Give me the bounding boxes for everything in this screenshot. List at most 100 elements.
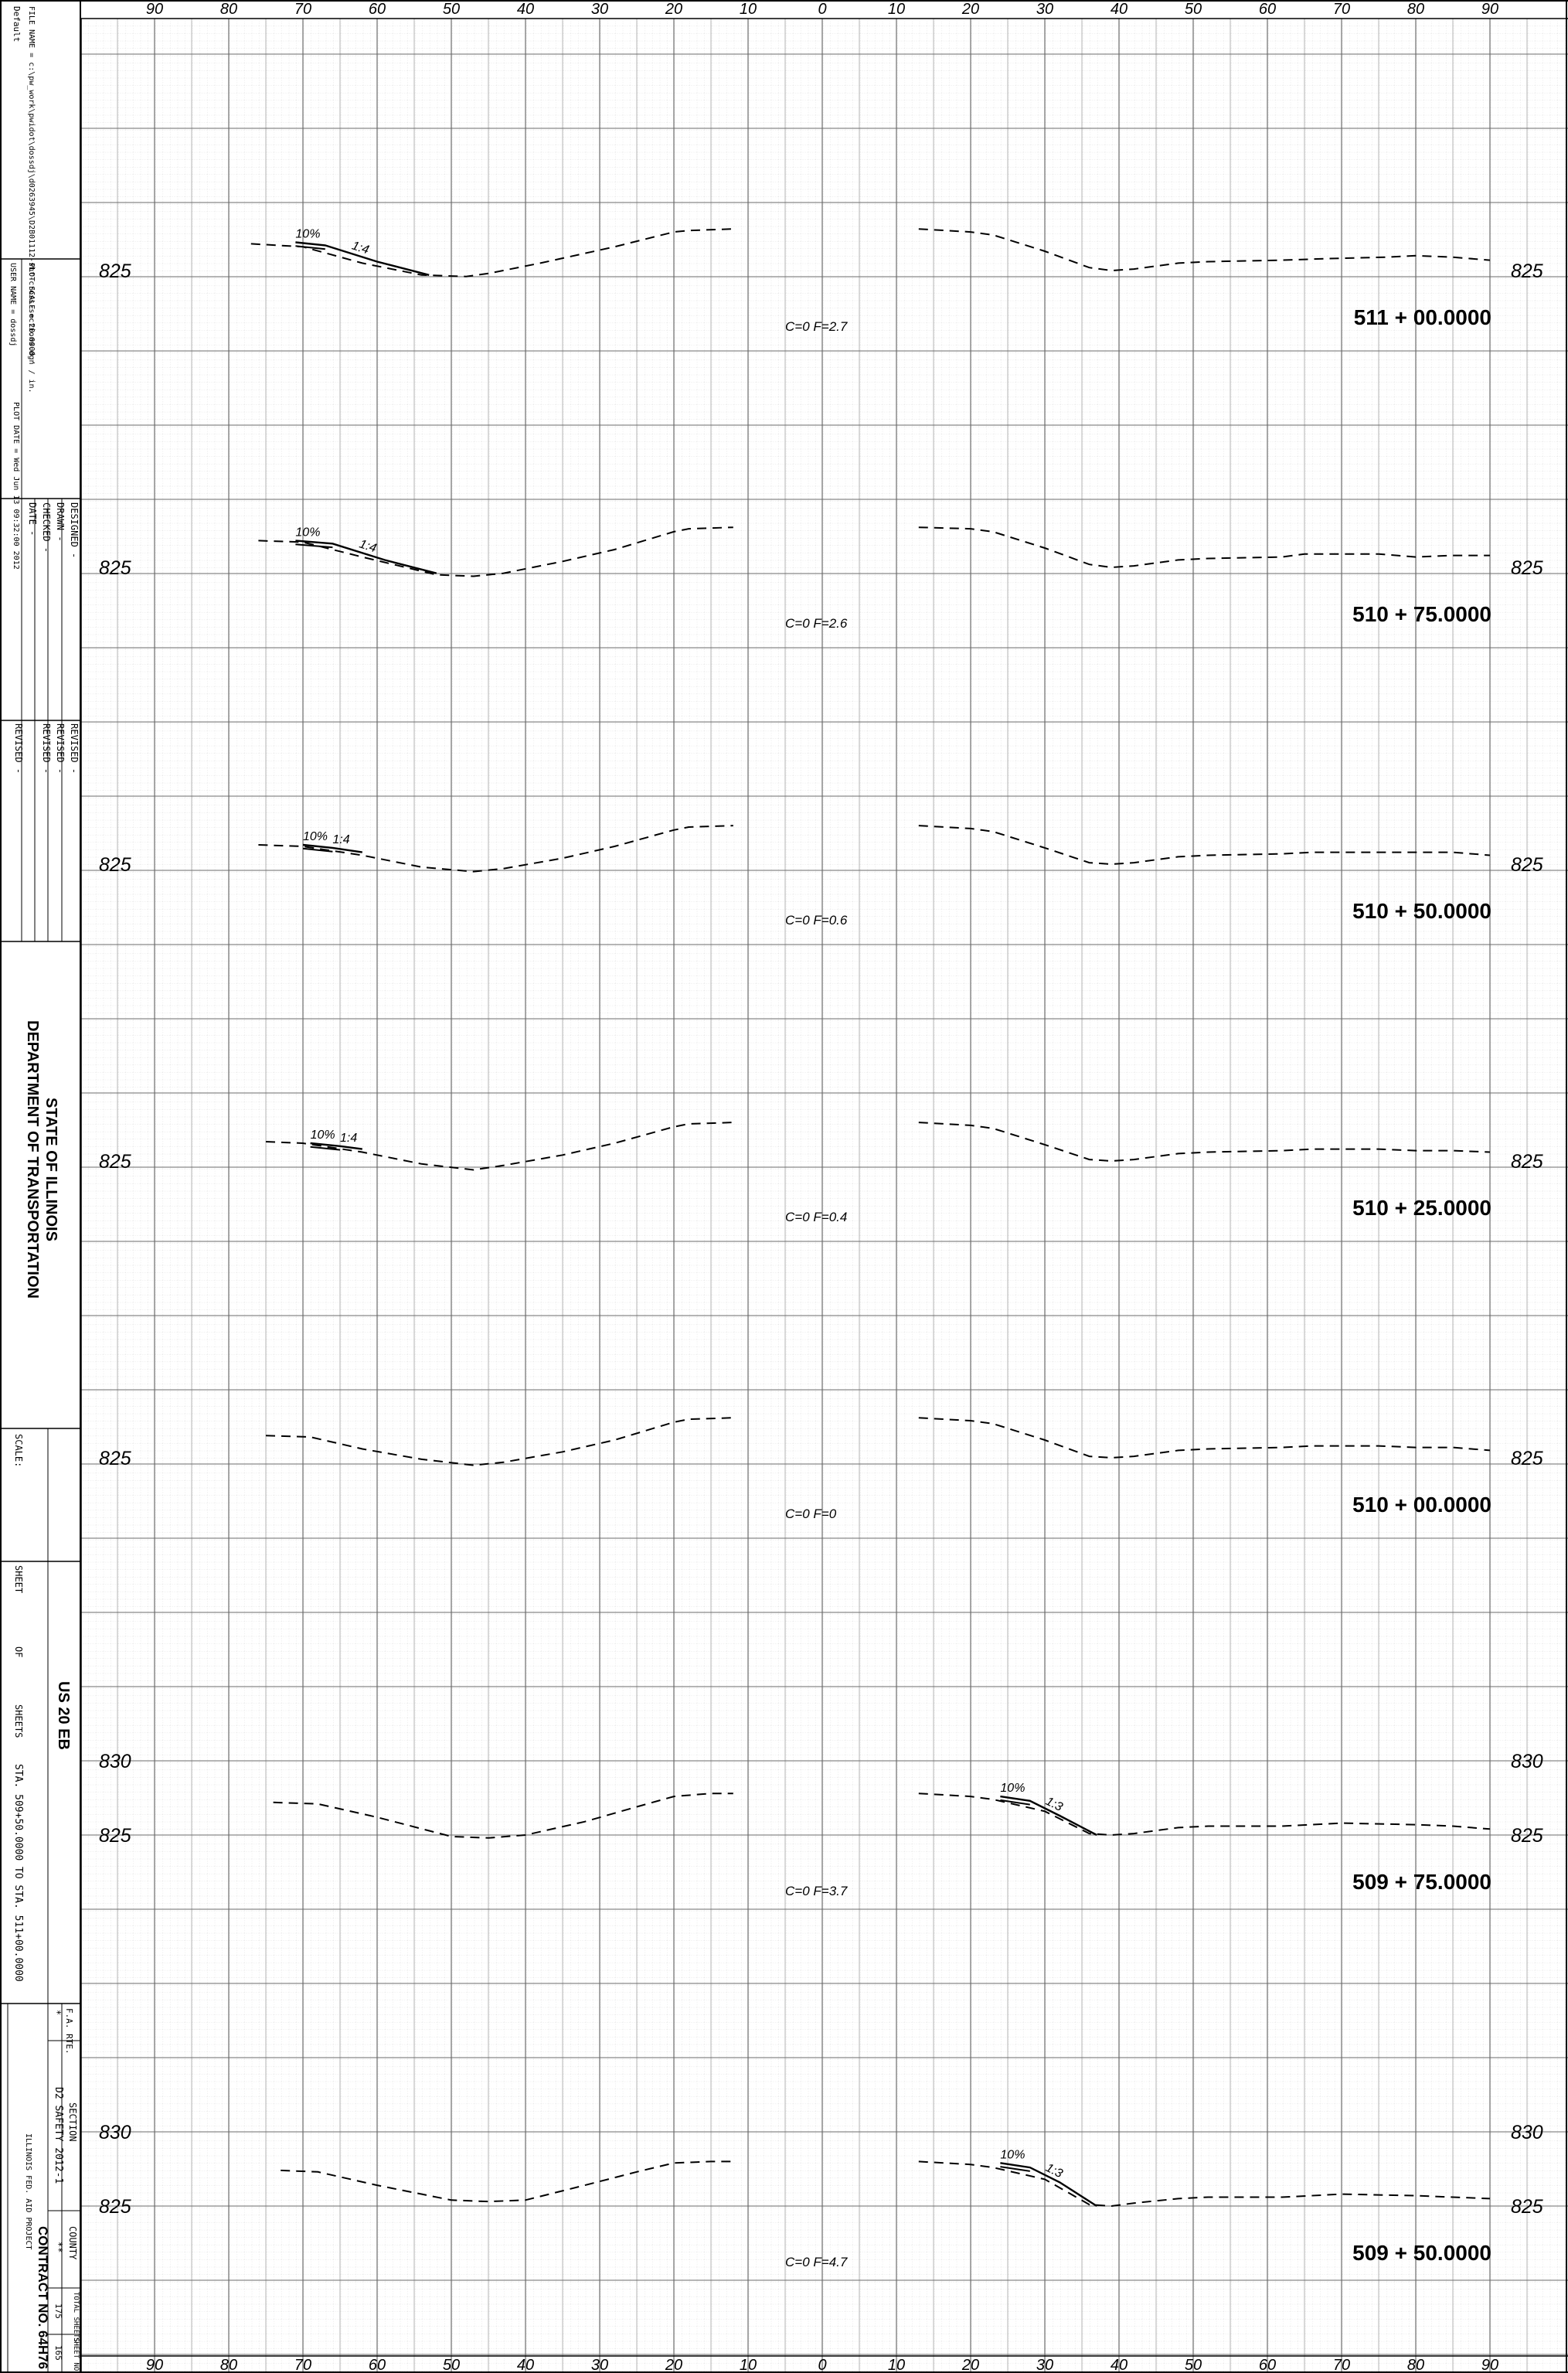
fed-aid-project: ILLINOIS FED. AID PROJECT	[24, 2133, 32, 2250]
existing-ground-left	[258, 526, 733, 577]
offset-axis-tick-label: 90	[1481, 1, 1498, 18]
elevation-label-right: 830	[1511, 1751, 1543, 1772]
cut-fill-label: C=0 F=0	[785, 1507, 837, 1521]
shoulder-slope-label: 10%	[1000, 2148, 1025, 2161]
file-name: FILE NAME = c:\pw_work\pwidot\dossdj\d02…	[27, 6, 36, 365]
offset-axis-tick-label: 40	[1111, 1, 1128, 18]
cut-fill-label: C=0 F=0.4	[785, 1210, 847, 1224]
proposed-shoulder	[1000, 2166, 1030, 2172]
county-value: **	[53, 2242, 64, 2252]
existing-ground-right	[918, 526, 1490, 569]
elevation-label-left: 825	[99, 2196, 131, 2218]
existing-ground-left	[273, 1793, 733, 1839]
offset-axis-tick-label: 30	[1036, 1, 1053, 18]
revised-label-3: REVISED -	[41, 723, 52, 774]
default-label: Default	[12, 6, 22, 42]
offset-axis-tick-label: 50	[443, 1, 460, 18]
cross-section-510+25.0000: 825 825 10% 1:4 C=0 F=0.4 510 + 25.0000	[99, 1122, 1543, 1224]
offset-axis-tick-label: 30	[1036, 2357, 1053, 2373]
offset-axis-tick-label: 0	[818, 2357, 826, 2373]
offset-axis-tick-label: 60	[1259, 2357, 1276, 2373]
agency-line-2: DEPARTMENT OF TRANSPORTATION	[24, 1020, 41, 1299]
offset-axis-tick-label: 50	[443, 2357, 460, 2373]
proposed-shoulder	[295, 245, 325, 250]
revised-label-4: REVISED -	[13, 723, 24, 774]
proposed-shoulder	[310, 1146, 341, 1151]
sheet-no-label: SHEET NO.	[72, 2337, 80, 2373]
offset-axis-tick-label: 90	[146, 1, 163, 18]
section-value: D2 SAFETY 2012-1	[53, 2087, 64, 2184]
offset-axis-tick-label: 60	[369, 1, 386, 18]
plot-scale: PLOT SCALE = 20.0000 ' / in.	[27, 263, 36, 393]
proposed-fill-slope	[310, 1142, 362, 1150]
existing-ground-right	[918, 228, 1491, 272]
existing-ground-right	[918, 1793, 1491, 1837]
agency-line-1: STATE OF ILLINOIS	[43, 1098, 60, 1241]
shoulder-slope-label: 10%	[311, 1129, 335, 1142]
offset-axis-tick-label: 70	[294, 2357, 311, 2373]
offset-axis-tick-label: 40	[517, 2357, 534, 2373]
side-slope-label: 1:4	[340, 1132, 357, 1145]
date-label: DATE -	[27, 502, 38, 536]
fa-rte-value: *	[52, 2010, 63, 2015]
elevation-label-right: 825	[1511, 1825, 1543, 1847]
elevation-label-right: 825	[1511, 2196, 1543, 2218]
route-title: US 20 EB	[55, 1681, 72, 1750]
fa-rte-label: F.A. RTE.	[64, 2008, 74, 2055]
proposed-fill-slope	[302, 843, 362, 853]
side-slope-label: 1:4	[332, 833, 349, 846]
contract-number: CONTRACT NO. 64H76	[36, 2226, 50, 2369]
offset-axis-tick-label: 30	[591, 1, 608, 18]
section-label: SECTION	[67, 2102, 78, 2142]
elevation-label-left: 825	[99, 1151, 131, 1173]
cross-section-510+50.0000: 825 825 10% 1:4 C=0 F=0.6 510 + 50.0000	[99, 825, 1543, 928]
sheets-label: SHEETS	[13, 1704, 24, 1738]
existing-ground-left	[265, 1417, 733, 1466]
offset-axis-tick-label: 0	[818, 1, 826, 18]
offset-axis-tick-label: 90	[146, 2357, 163, 2373]
offset-axis-tick-label: 80	[1407, 2357, 1424, 2373]
county-label: COUNTY	[67, 2226, 78, 2260]
offset-axis-tick-label: 70	[294, 1, 311, 18]
station-label: 509 + 50.0000	[1352, 2241, 1491, 2265]
elevation-label-left: 825	[99, 1825, 131, 1847]
offset-axis-tick-label: 60	[369, 2357, 386, 2373]
proposed-fill-slope	[295, 540, 437, 574]
elevation-label-left: 825	[99, 557, 131, 579]
shoulder-slope-label: 10%	[303, 830, 328, 843]
cut-fill-label: C=0 F=2.6	[785, 616, 848, 631]
shoulder-slope-label: 10%	[295, 228, 320, 241]
station-label: 510 + 25.0000	[1352, 1196, 1491, 1220]
offset-axis-tick-label: 20	[961, 2357, 979, 2373]
offset-axis-tick-label: 80	[220, 1, 237, 18]
revised-label-2: REVISED -	[55, 723, 66, 774]
station-label: 510 + 00.0000	[1352, 1493, 1491, 1517]
proposed-shoulder	[1000, 1799, 1030, 1806]
checked-label: CHECKED -	[41, 502, 52, 553]
elevation-label-left: 825	[99, 854, 131, 876]
elevation-label-right: 825	[1511, 260, 1543, 282]
grid-area	[80, 18, 1568, 2373]
total-sheets-label: TOTAL SHEETS	[72, 2292, 80, 2342]
of-label: OF	[13, 1646, 24, 1657]
drawn-label: DRAWN -	[55, 502, 66, 542]
side-slope-label: 1:4	[358, 537, 378, 555]
offset-axis-tick-label: 50	[1185, 2357, 1202, 2373]
offset-axis-tick-label: 10	[888, 1, 905, 18]
plot-date: PLOT DATE = Wed Jun 13 09:32:00 2012	[12, 402, 20, 570]
shoulder-slope-label: 10%	[295, 526, 320, 539]
cross-section-510+75.0000: 825 825 10% 1:4 C=0 F=2.6 510 + 75.0000	[99, 526, 1543, 631]
elevation-label-right: 825	[1511, 1151, 1543, 1173]
offset-axis-tick-label: 80	[220, 2357, 237, 2373]
elevation-label-right: 825	[1511, 854, 1543, 876]
offset-axis-tick-label: 20	[665, 2357, 682, 2373]
existing-ground-left	[258, 825, 733, 873]
offset-axis-tick-label: 10	[888, 2357, 905, 2373]
station-label: 509 + 75.0000	[1352, 1870, 1491, 1894]
sheet-label: SHEET	[13, 1565, 24, 1593]
proposed-fill-slope	[295, 241, 430, 276]
elevation-label-left: 830	[99, 1751, 131, 1772]
